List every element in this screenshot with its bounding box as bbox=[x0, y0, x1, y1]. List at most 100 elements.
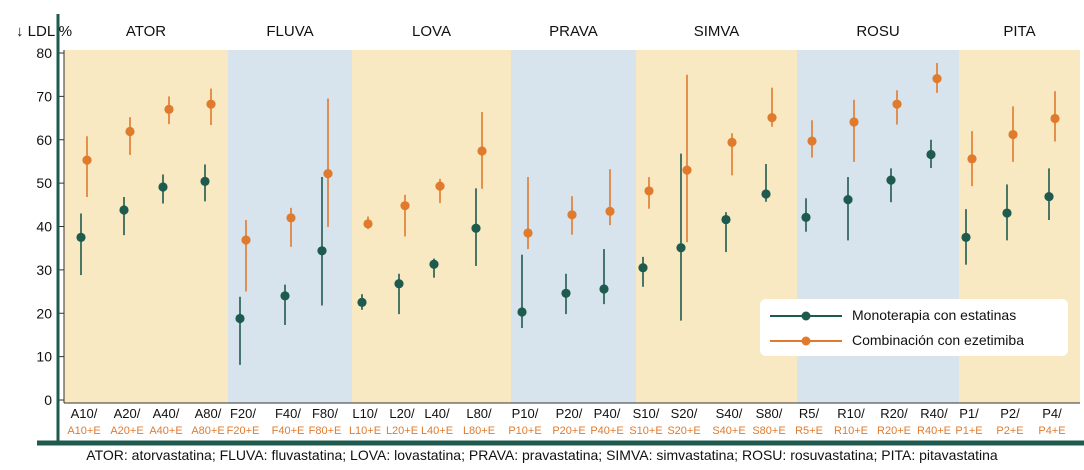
point-mono bbox=[280, 291, 290, 301]
y-tick-label-30: 30 bbox=[36, 262, 52, 278]
y-tick-label-70: 70 bbox=[36, 88, 52, 104]
x-tick-label: A10/ bbox=[71, 406, 98, 421]
point-mono bbox=[317, 246, 327, 256]
x-tick-sublabel: S40+E bbox=[712, 425, 745, 437]
point-comb bbox=[523, 228, 533, 238]
point-mono bbox=[721, 214, 731, 225]
point-comb bbox=[435, 181, 445, 191]
x-tick-sublabel: P2+E bbox=[996, 425, 1023, 437]
point-mono bbox=[119, 205, 129, 215]
group-label-pita: PITA bbox=[1003, 23, 1035, 40]
point-mono bbox=[471, 223, 481, 233]
x-tick-sublabel: R40+E bbox=[917, 425, 951, 437]
legend: Monoterapia con estatinas Combinación co… bbox=[760, 299, 1068, 356]
x-tick-sublabel: A20+E bbox=[110, 425, 143, 437]
point-mono bbox=[761, 189, 771, 199]
x-tick-sublabel: R5+E bbox=[795, 425, 823, 437]
point-mono bbox=[599, 284, 609, 294]
x-tick-label: P4/ bbox=[1042, 406, 1062, 421]
x-tick-label: P10/ bbox=[512, 406, 539, 421]
x-tick-label: L40/ bbox=[424, 406, 450, 421]
point-mono bbox=[926, 149, 936, 160]
x-tick-label: R40/ bbox=[920, 406, 948, 421]
point-comb bbox=[644, 186, 654, 196]
point-mono bbox=[394, 279, 404, 289]
legend-swatch-mono bbox=[770, 311, 842, 321]
group-bands bbox=[64, 50, 1080, 403]
point-comb bbox=[323, 168, 333, 179]
x-tick-sublabel: S10+E bbox=[629, 425, 662, 437]
point-mono bbox=[1002, 208, 1012, 218]
ldl-reduction-chart: ATOR FLUVA LOVA PRAVA SIMVA ROSU PITA ↓ LDL % 0 1… bbox=[16, 14, 1084, 446]
legend-swatch-comb bbox=[770, 336, 842, 346]
x-tick-label: R10/ bbox=[837, 406, 865, 421]
x-tick-sublabel: P20+E bbox=[552, 425, 585, 437]
point-comb bbox=[767, 113, 777, 123]
x-tick-sublabel: L80+E bbox=[463, 425, 495, 437]
point-comb bbox=[892, 99, 902, 109]
x-tick-label: F20/ bbox=[230, 406, 256, 421]
group-label-lova: LOVA bbox=[412, 23, 451, 40]
x-tick-sublabel: R20+E bbox=[877, 425, 911, 437]
band-prava bbox=[511, 50, 636, 403]
x-tick-label: P2/ bbox=[1000, 406, 1020, 421]
x-tick-sublabel: F80+E bbox=[309, 425, 342, 437]
point-mono bbox=[886, 175, 896, 185]
point-mono bbox=[843, 195, 853, 205]
point-mono bbox=[1044, 191, 1054, 202]
point-mono bbox=[357, 297, 367, 308]
y-tick-label-50: 50 bbox=[36, 175, 52, 191]
point-comb bbox=[286, 213, 296, 223]
point-comb bbox=[206, 99, 216, 109]
point-comb bbox=[605, 206, 615, 216]
point-comb bbox=[567, 210, 577, 220]
y-tick-label-80: 80 bbox=[36, 45, 52, 61]
group-label-simva: SIMVA bbox=[694, 23, 740, 40]
point-comb bbox=[363, 219, 373, 229]
x-tick-label: A40/ bbox=[153, 406, 180, 421]
x-tick-label: S10/ bbox=[633, 406, 660, 421]
x-tick-label: R5/ bbox=[799, 406, 820, 421]
point-comb bbox=[682, 165, 692, 175]
x-tick-label: A80/ bbox=[195, 406, 222, 421]
legend-label-comb: Combinación con ezetimiba bbox=[852, 332, 1024, 348]
band-lova bbox=[352, 50, 511, 403]
x-tick-sublabel: A80+E bbox=[191, 425, 224, 437]
x-tick-sublabel: P4+E bbox=[1038, 425, 1065, 437]
x-tick-sublabel: S20+E bbox=[667, 425, 700, 437]
footnote: ATOR: atorvastatina; FLUVA: fluvastatina… bbox=[86, 447, 998, 463]
point-mono bbox=[676, 243, 686, 253]
x-tick-label: A20/ bbox=[114, 406, 141, 421]
point-mono bbox=[561, 288, 571, 298]
point-comb bbox=[400, 201, 410, 211]
point-mono bbox=[200, 176, 210, 186]
x-tick-sublabel: L10+E bbox=[349, 425, 381, 437]
band-fluva bbox=[228, 50, 352, 403]
x-tick-sublabel: S80+E bbox=[752, 425, 785, 437]
point-mono bbox=[158, 182, 168, 192]
y-tick-label-40: 40 bbox=[36, 219, 52, 235]
labels: ATOR FLUVA LOVA PRAVA SIMVA ROSU PITA ↓ LDL % 0 1… bbox=[16, 23, 1066, 437]
band-ator bbox=[64, 50, 228, 403]
y-tick-label-0: 0 bbox=[44, 392, 52, 408]
x-tick-sublabel: A40+E bbox=[149, 425, 182, 437]
y-axis-title: ↓ LDL % bbox=[16, 23, 72, 40]
point-comb bbox=[477, 146, 487, 156]
x-tick-sublabel: L40+E bbox=[421, 425, 453, 437]
point-mono bbox=[517, 307, 527, 317]
point-comb bbox=[125, 126, 135, 137]
x-tick-label: S80/ bbox=[756, 406, 783, 421]
x-tick-label: P20/ bbox=[556, 406, 583, 421]
point-comb bbox=[1050, 113, 1060, 124]
data-marks bbox=[76, 62, 1060, 365]
point-mono bbox=[801, 212, 811, 222]
group-label-prava: PRAVA bbox=[549, 23, 598, 40]
point-comb bbox=[967, 154, 977, 164]
point-mono bbox=[76, 232, 86, 242]
point-mono bbox=[235, 313, 245, 324]
x-tick-label: L20/ bbox=[389, 406, 415, 421]
point-comb bbox=[82, 155, 92, 165]
x-tick-sublabel: P40+E bbox=[590, 425, 623, 437]
x-tick-label: S20/ bbox=[671, 406, 698, 421]
x-tick-label: L10/ bbox=[352, 406, 378, 421]
